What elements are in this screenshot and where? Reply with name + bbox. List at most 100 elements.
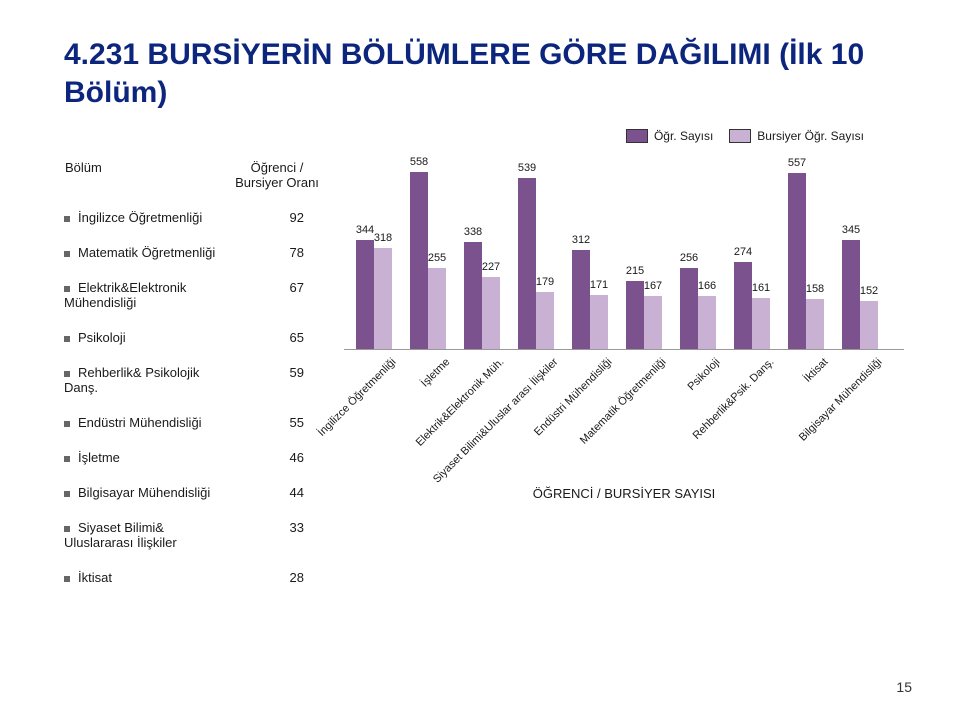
- table-row: İşletme46: [64, 440, 324, 475]
- content-row: Bölüm Öğrenci / Bursiyer Oranı İngilizce…: [64, 159, 912, 595]
- ratio-value: 33: [230, 510, 324, 560]
- bar: 338: [464, 242, 482, 349]
- ratio-value: 46: [230, 440, 324, 475]
- bar-group: 256166: [678, 268, 718, 349]
- bar-group: 274161: [732, 262, 772, 349]
- bar: 345: [842, 240, 860, 349]
- page-number: 15: [896, 679, 912, 695]
- bar: 152: [860, 301, 878, 349]
- dept-label: İktisat: [64, 560, 230, 595]
- bar-value: 166: [698, 280, 716, 292]
- col-header-dept: Bölüm: [64, 159, 230, 200]
- bar-value: 338: [464, 226, 482, 238]
- dept-label: Psikoloji: [64, 320, 230, 355]
- bar-group: 557158: [786, 173, 826, 349]
- legend-swatch: [626, 129, 648, 143]
- dept-label: İşletme: [64, 440, 230, 475]
- dept-label: Matematik Öğretmenliği: [64, 235, 230, 270]
- table-row: Siyaset Bilimi& Uluslararası İlişkiler33: [64, 510, 324, 560]
- bar: 256: [680, 268, 698, 349]
- bar: 227: [482, 277, 500, 349]
- bar: 166: [698, 296, 716, 349]
- table-row: Elektrik&Elektronik Mühendisliği67: [64, 270, 324, 320]
- bar-group: 312171: [570, 250, 610, 349]
- ratio-value: 59: [230, 355, 324, 405]
- x-label: İşletme: [419, 356, 453, 390]
- bar-value: 161: [752, 282, 770, 294]
- bar-group: 558255: [408, 172, 448, 349]
- bar-group: 215167: [624, 281, 664, 349]
- ratio-value: 55: [230, 405, 324, 440]
- dept-label: Endüstri Mühendisliği: [64, 405, 230, 440]
- bar-value: 167: [644, 280, 662, 292]
- table-row: Bilgisayar Mühendisliği44: [64, 475, 324, 510]
- bar-group: 345152: [840, 240, 880, 349]
- col-header-ratio: Öğrenci / Bursiyer Oranı: [230, 159, 324, 200]
- bar: 539: [518, 178, 536, 349]
- legend-swatch: [729, 129, 751, 143]
- ratio-table: Bölüm Öğrenci / Bursiyer Oranı İngilizce…: [64, 159, 324, 595]
- legend-label: Öğr. Sayısı: [654, 129, 713, 143]
- bar: 318: [374, 248, 392, 349]
- bar-group: 539179: [516, 178, 556, 349]
- bar: 557: [788, 173, 806, 349]
- bar-value: 179: [536, 276, 554, 288]
- chart-xaxis-title: ÖĞRENCİ / BURSİYER SAYISI: [344, 486, 904, 501]
- table-row: Endüstri Mühendisliği55: [64, 405, 324, 440]
- x-label: Psikoloji: [685, 356, 722, 393]
- x-label: İktisat: [802, 356, 831, 385]
- ratio-value: 44: [230, 475, 324, 510]
- bar: 215: [626, 281, 644, 349]
- bar-value: 158: [806, 283, 824, 295]
- table-row: İktisat28: [64, 560, 324, 595]
- bar: 558: [410, 172, 428, 349]
- dept-label: Bilgisayar Mühendisliği: [64, 475, 230, 510]
- bar-value: 539: [518, 162, 536, 174]
- bar: 274: [734, 262, 752, 349]
- table-row: Rehberlik& Psikolojik Danş.59: [64, 355, 324, 405]
- bar-value: 558: [410, 156, 428, 168]
- bar-group: 338227: [462, 242, 502, 349]
- legend-label: Bursiyer Öğr. Sayısı: [757, 129, 864, 143]
- bar: 171: [590, 295, 608, 349]
- bar-value: 256: [680, 252, 698, 264]
- table-row: Matematik Öğretmenliği78: [64, 235, 324, 270]
- bar-group: 344318: [354, 240, 394, 349]
- bar: 344: [356, 240, 374, 349]
- bar-value: 557: [788, 157, 806, 169]
- x-label: İngilizce Öğretmenliği: [316, 356, 399, 439]
- bar: 161: [752, 298, 770, 349]
- ratio-value: 78: [230, 235, 324, 270]
- bar-value: 215: [626, 265, 644, 277]
- bar: 179: [536, 292, 554, 349]
- chart-plot: 3443185582553382275391793121712151672561…: [344, 159, 904, 350]
- bar-value: 312: [572, 234, 590, 246]
- x-label: Elektrik&Elektronik Müh.: [414, 356, 507, 449]
- bar-value: 255: [428, 252, 446, 264]
- bar: 158: [806, 299, 824, 349]
- ratio-value: 67: [230, 270, 324, 320]
- ratio-value: 65: [230, 320, 324, 355]
- bar: 167: [644, 296, 662, 349]
- table-row: İngilizce Öğretmenliği92: [64, 200, 324, 235]
- legend-item: Öğr. Sayısı: [626, 129, 713, 143]
- dept-label: Siyaset Bilimi& Uluslararası İlişkiler: [64, 510, 230, 560]
- ratio-value: 28: [230, 560, 324, 595]
- ratio-value: 92: [230, 200, 324, 235]
- page-title: 4.231 BURSİYERİN BÖLÜMLERE GÖRE DAĞILIMI…: [64, 36, 912, 111]
- dept-label: Rehberlik& Psikolojik Danş.: [64, 355, 230, 405]
- bar-value: 152: [860, 285, 878, 297]
- table-row: Psikoloji65: [64, 320, 324, 355]
- bar-value: 344: [356, 224, 374, 236]
- dept-label: Elektrik&Elektronik Mühendisliği: [64, 270, 230, 320]
- bar-value: 345: [842, 224, 860, 236]
- dept-label: İngilizce Öğretmenliği: [64, 200, 230, 235]
- chart: Öğr. SayısıBursiyer Öğr. Sayısı 34431855…: [344, 159, 904, 501]
- legend-item: Bursiyer Öğr. Sayısı: [729, 129, 864, 143]
- chart-xlabels: İngilizce ÖğretmenliğiİşletmeElektrik&El…: [344, 350, 904, 480]
- bar-value: 171: [590, 279, 608, 291]
- bar-value: 274: [734, 246, 752, 258]
- chart-legend: Öğr. Sayısı Bursiyer Öğr. Sayısı: [626, 129, 864, 143]
- bar: 255: [428, 268, 446, 349]
- bar: 312: [572, 250, 590, 349]
